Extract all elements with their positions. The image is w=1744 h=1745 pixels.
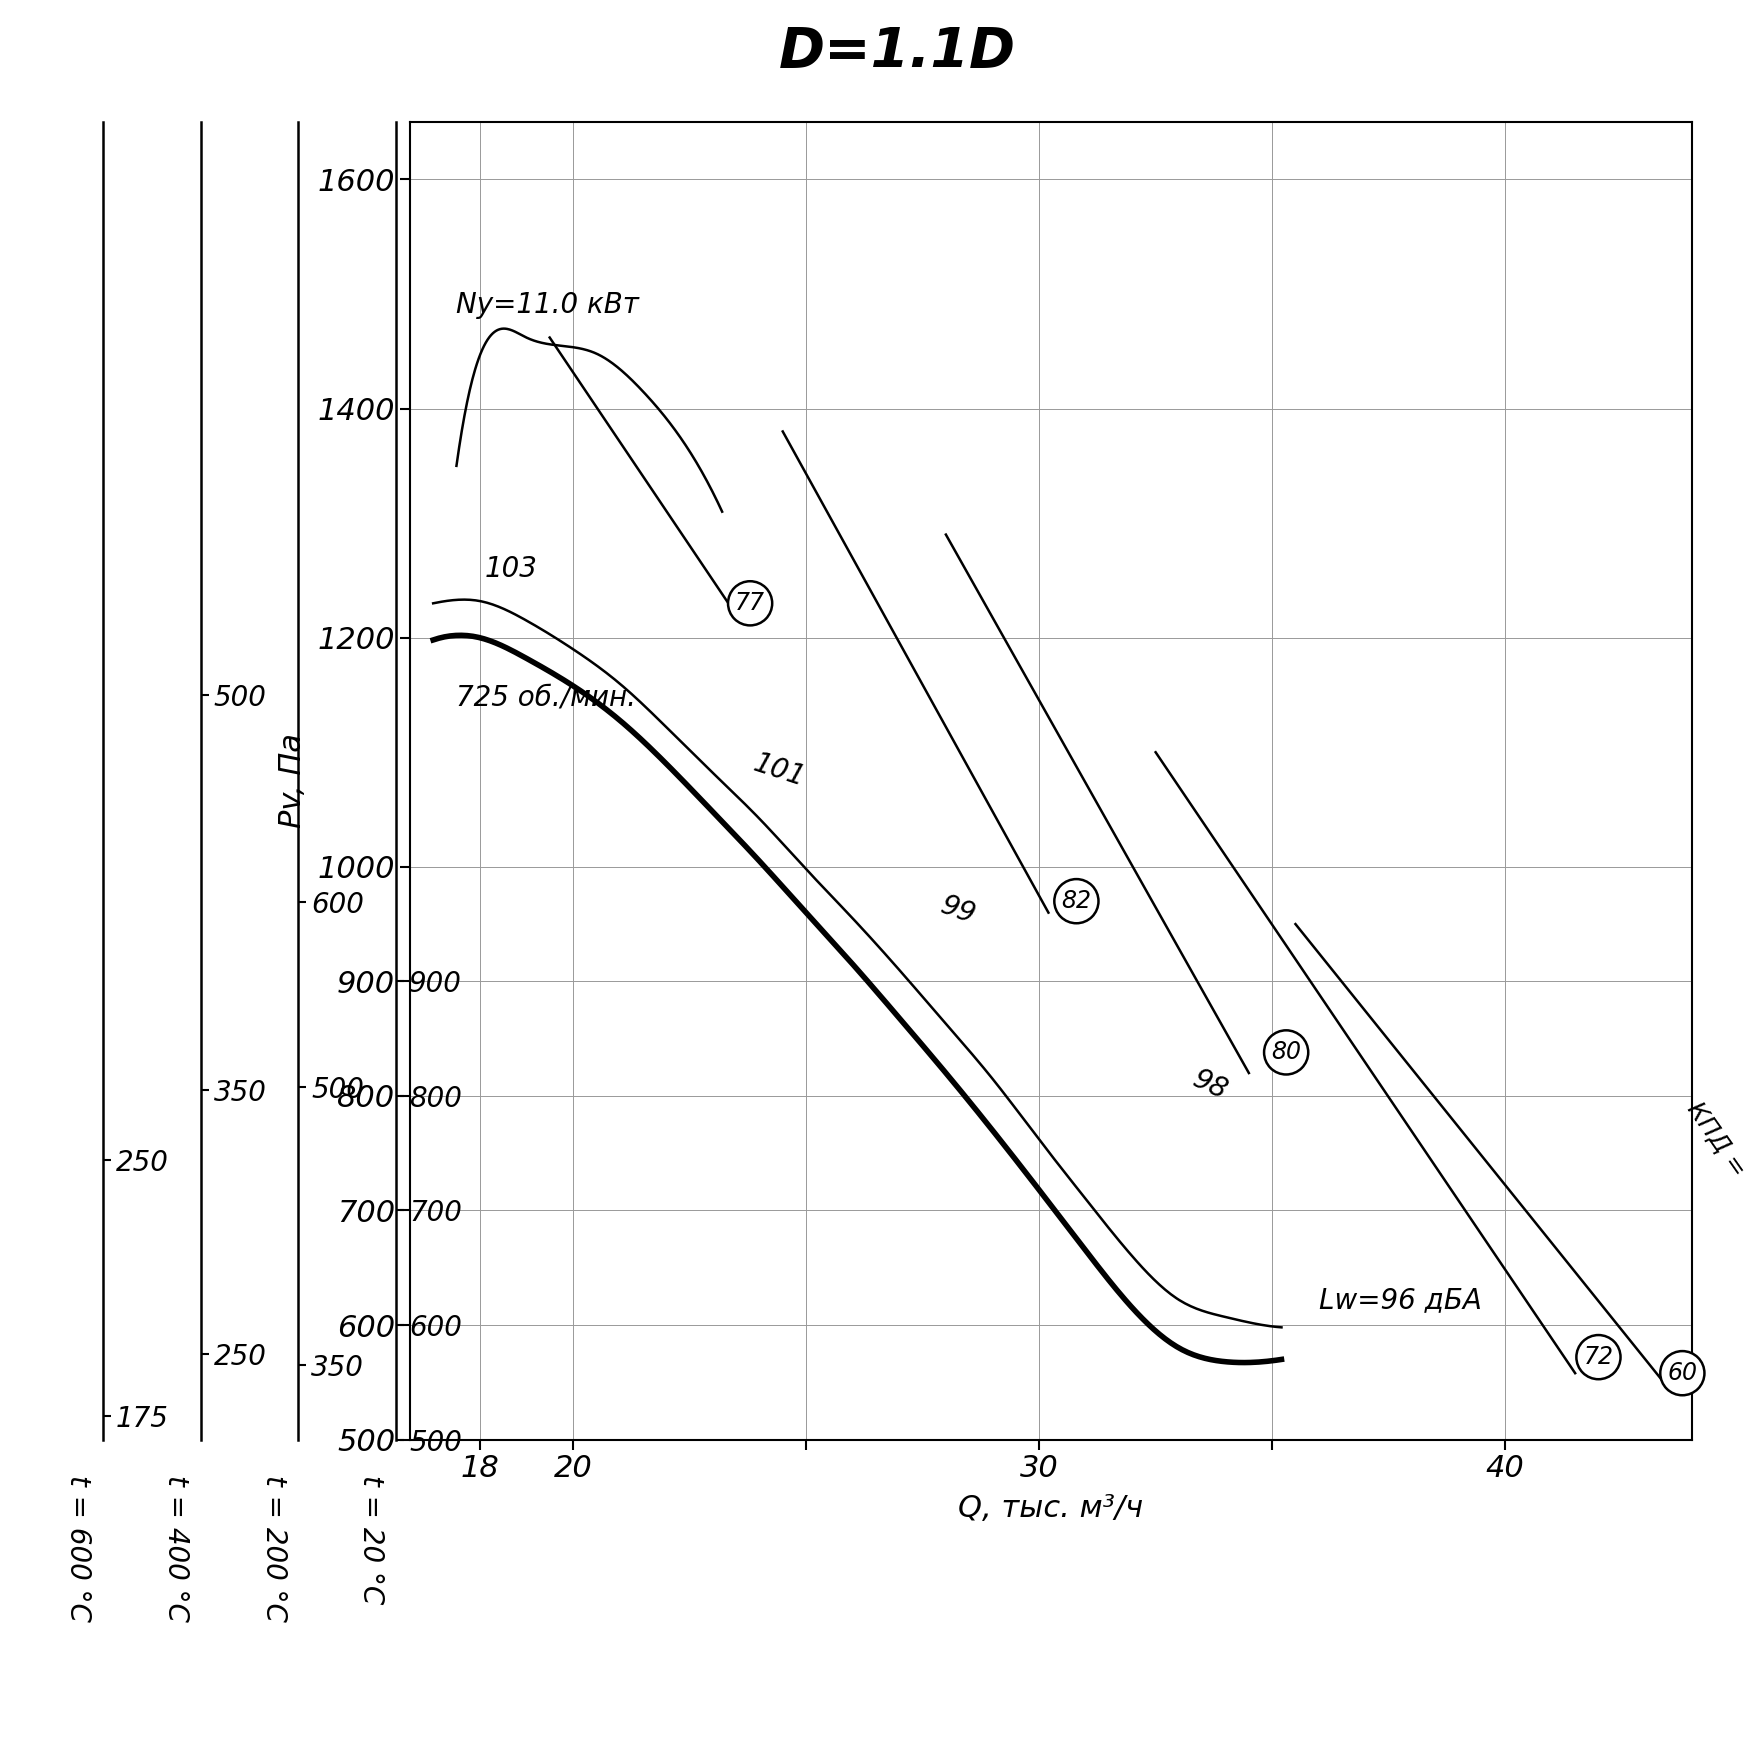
X-axis label: Q, тыс. м³/ч: Q, тыс. м³/ч <box>957 1494 1144 1523</box>
Text: 77: 77 <box>736 592 766 616</box>
Text: 99: 99 <box>937 892 980 930</box>
Text: 725 об./мин.: 725 об./мин. <box>457 684 637 712</box>
Text: Lw=96 дБА: Lw=96 дБА <box>1318 1286 1482 1314</box>
Text: 82: 82 <box>1062 890 1092 913</box>
Text: 103: 103 <box>485 555 537 583</box>
Text: 60: 60 <box>1667 1361 1697 1386</box>
Text: КПД =: КПД = <box>1683 1098 1744 1188</box>
Text: 101: 101 <box>750 749 809 792</box>
Text: Ny=11.0 кВт: Ny=11.0 кВт <box>457 291 640 319</box>
Text: 98: 98 <box>1188 1064 1231 1105</box>
Text: t = 600 °C: t = 600 °C <box>65 1475 92 1621</box>
Text: 80: 80 <box>1271 1040 1301 1064</box>
Text: 72: 72 <box>1584 1345 1613 1370</box>
Text: t = 200 °C: t = 200 °C <box>260 1475 288 1621</box>
Text: t = 400 °C: t = 400 °C <box>162 1475 190 1621</box>
Y-axis label: Pv, Па: Pv, Па <box>277 733 307 829</box>
Text: t = 20 °C: t = 20 °C <box>358 1475 385 1604</box>
Text: D=1.1D: D=1.1D <box>778 24 1015 79</box>
